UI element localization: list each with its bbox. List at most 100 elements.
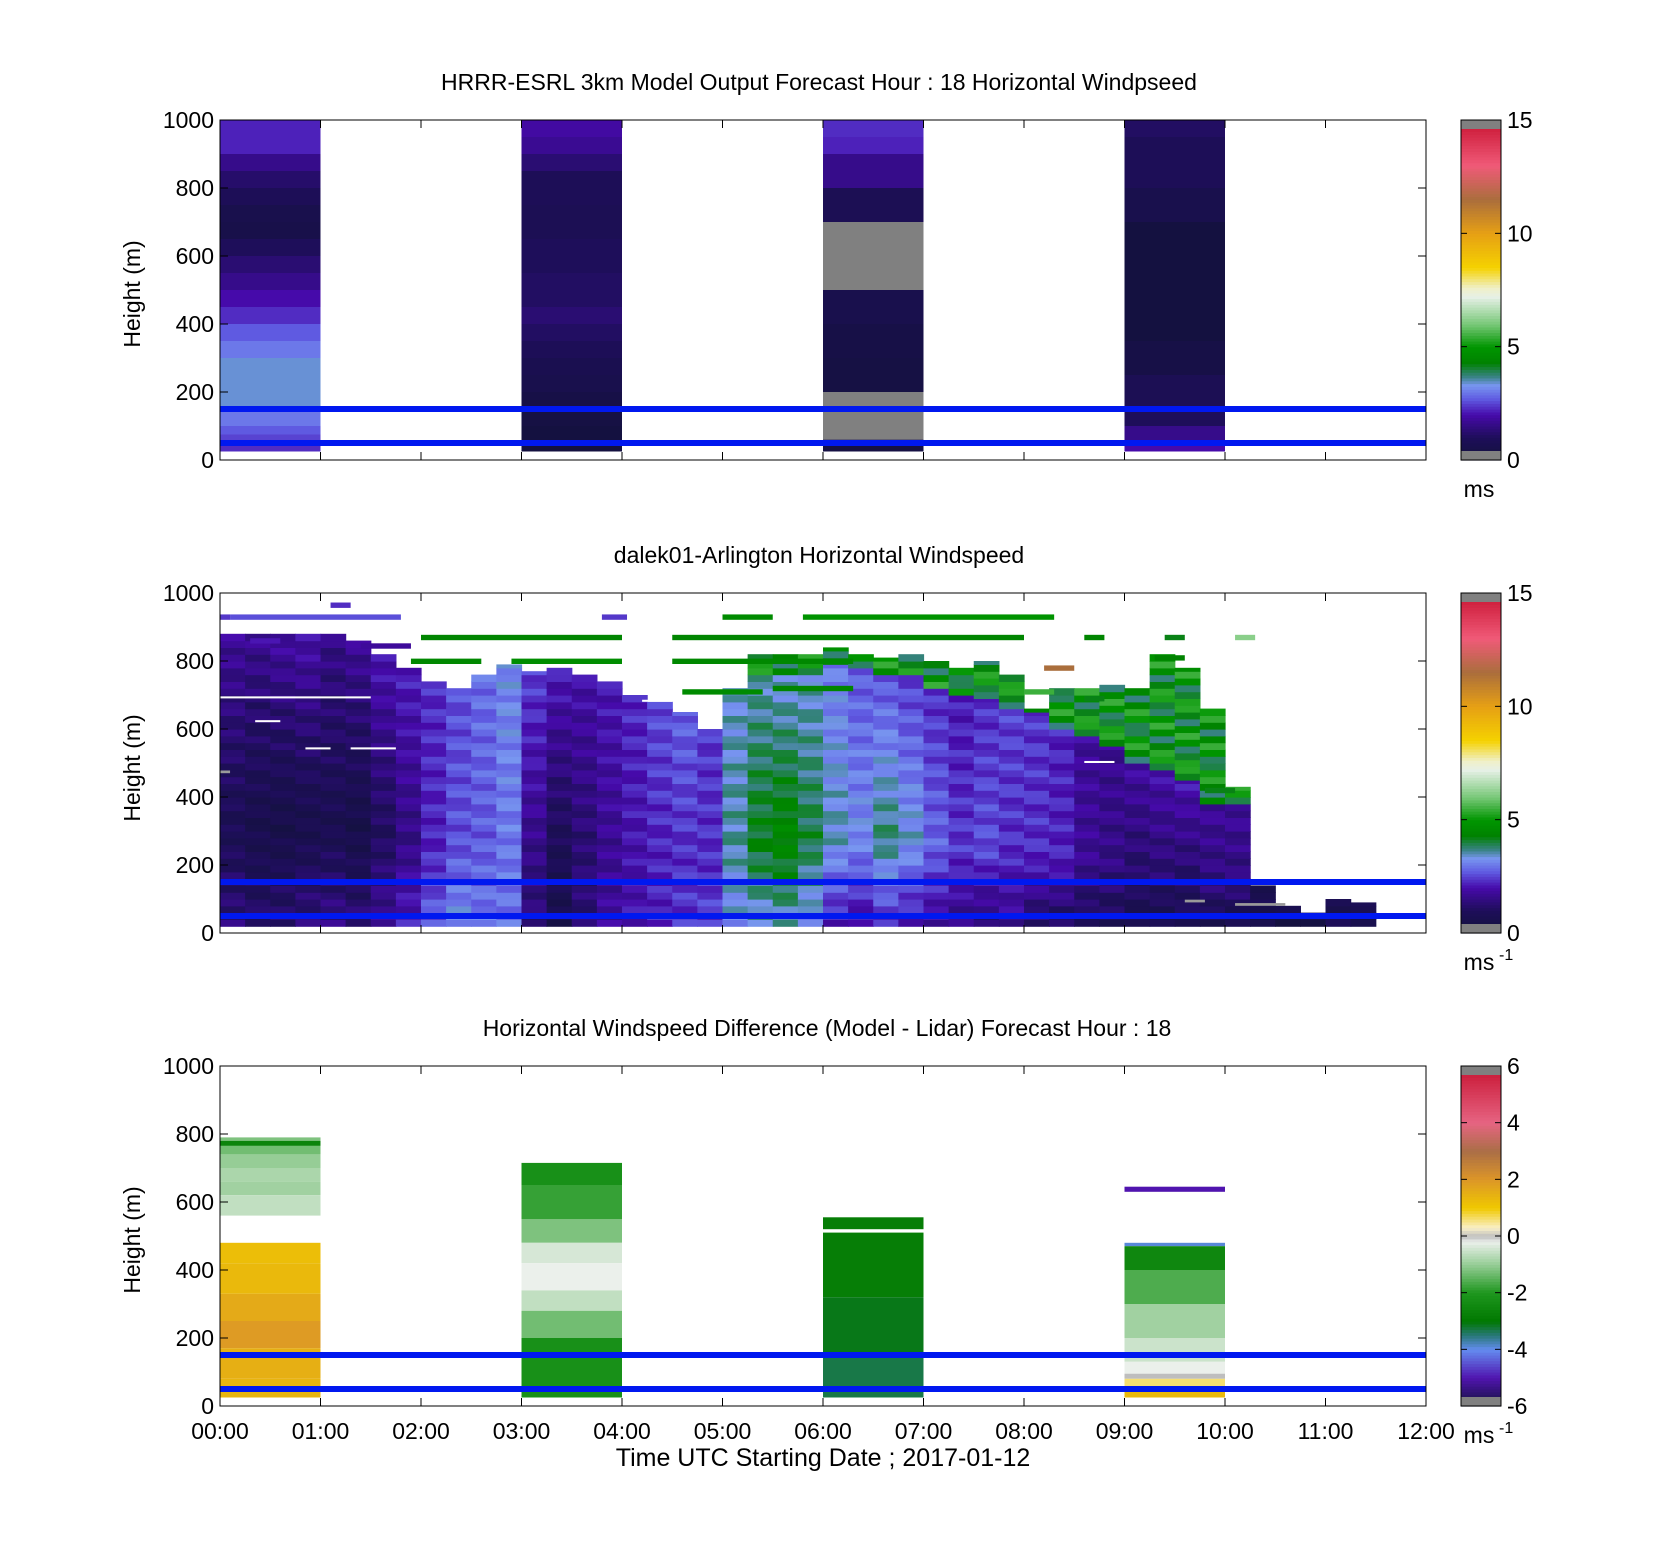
colorbar-band (1461, 714, 1501, 719)
colorbar-tick-label: -2 (1507, 1280, 1527, 1306)
heatmap-cell (395, 858, 422, 866)
heatmap-cell (320, 729, 347, 737)
colorbar-band (1461, 298, 1501, 302)
heatmap-cell (370, 708, 397, 716)
heatmap-cell (521, 885, 548, 893)
heatmap-cell (496, 756, 523, 764)
heatmap-cell (320, 837, 347, 846)
y-tick-label: 0 (201, 1393, 214, 1419)
colorbar-band (1461, 1224, 1501, 1229)
heatmap-cell (797, 797, 824, 805)
colorbar-band (1461, 1369, 1501, 1373)
colorbar-band (1461, 369, 1501, 373)
colorbar-band (1461, 1190, 1501, 1195)
heatmap-cell (1024, 824, 1050, 832)
heatmap-cell (622, 749, 648, 757)
heatmap-cell (998, 735, 1025, 744)
colorbar-band (1461, 290, 1501, 294)
heatmap-cell (1124, 905, 1151, 914)
colorbar-band (1461, 618, 1501, 622)
heatmap-cell (521, 154, 622, 171)
heatmap-cell (848, 674, 874, 682)
heatmap-cell (973, 844, 1000, 852)
heatmap-cell (1124, 137, 1225, 188)
colorbar-band (1461, 683, 1501, 688)
missing-data-gap (1084, 760, 1115, 763)
colorbar-band (1461, 757, 1501, 761)
heatmap-cell (345, 661, 372, 669)
heatmap-cell (973, 803, 1000, 812)
heatmap-cell (496, 824, 523, 832)
heatmap-cell (295, 701, 322, 710)
heatmap-cell (1124, 695, 1151, 703)
heatmap-cell (446, 844, 472, 852)
heatmap-cell (998, 742, 1025, 750)
heatmap-cell (546, 797, 573, 805)
heatmap-cell (496, 769, 523, 778)
heatmap-cell (370, 797, 397, 805)
heatmap-cell (395, 674, 422, 682)
colorbar-band (1461, 876, 1501, 880)
colorbar-band (1461, 828, 1501, 832)
heatmap-cell (1074, 708, 1100, 716)
heatmap-cell (245, 899, 271, 907)
heatmap-cell (596, 858, 623, 866)
heatmap-cell (1149, 681, 1176, 689)
heatmap-cell (1074, 803, 1100, 812)
heatmap-cell (446, 729, 472, 737)
heatmap-cell (1149, 919, 1176, 927)
heatmap-cell (1024, 712, 1050, 716)
heatmap-cell (245, 647, 271, 655)
colorbar-band (1461, 182, 1501, 186)
heatmap-cell (320, 749, 347, 757)
heatmap-cell (1199, 729, 1226, 737)
heatmap-cell (245, 742, 271, 750)
colorbar-band (1461, 1122, 1501, 1127)
heatmap-cell (797, 722, 824, 730)
heatmap-cell (772, 722, 799, 730)
heatmap-cell (647, 790, 673, 798)
heatmap-cell (722, 742, 749, 750)
heatmap-cell (948, 776, 975, 784)
heatmap-cell (245, 763, 271, 771)
heatmap-cell (446, 817, 472, 825)
colorbar-band (1461, 1323, 1501, 1328)
heatmap-cell (345, 708, 372, 716)
heatmap-cell (747, 722, 774, 730)
heatmap-cell (1149, 729, 1176, 737)
colorbar-band (1461, 392, 1501, 396)
heatmap-cell (722, 831, 749, 839)
heatmap-cell (823, 899, 849, 907)
heatmap-cell (923, 667, 950, 676)
heatmap-cell (923, 756, 950, 764)
out-of-range-cell (1235, 903, 1286, 906)
colorbar-band (1461, 1357, 1501, 1362)
heatmap-cell (395, 892, 422, 900)
heatmap-cell (647, 885, 673, 893)
heatmap-cell (496, 776, 523, 784)
heatmap-cell (471, 803, 497, 812)
colorbar-band (1461, 831, 1501, 835)
heatmap-cell (722, 701, 749, 710)
heatmap-cell (496, 831, 523, 839)
heatmap-cell (421, 817, 447, 825)
heatmap-cell (270, 715, 296, 723)
heatmap-cell (370, 749, 397, 757)
colorbar-band (1461, 154, 1501, 158)
heatmap-cell (923, 797, 950, 805)
heatmap-cell (345, 654, 372, 662)
heatmap-cell (345, 790, 372, 798)
heatmap-cell (220, 776, 246, 784)
heatmap-cell (873, 824, 899, 832)
heatmap-cell (747, 695, 774, 703)
heatmap-cell (973, 865, 1000, 873)
heatmap-cell (1149, 661, 1176, 669)
heatmap-cell (672, 722, 698, 730)
heatmap-cell (647, 844, 673, 852)
heatmap-cell (998, 803, 1025, 812)
heatmap-cell (421, 695, 447, 703)
heatmap-cell (571, 776, 598, 784)
heatmap-cell (471, 708, 497, 716)
heatmap-cell (345, 640, 372, 648)
heatmap-cell (647, 892, 673, 900)
